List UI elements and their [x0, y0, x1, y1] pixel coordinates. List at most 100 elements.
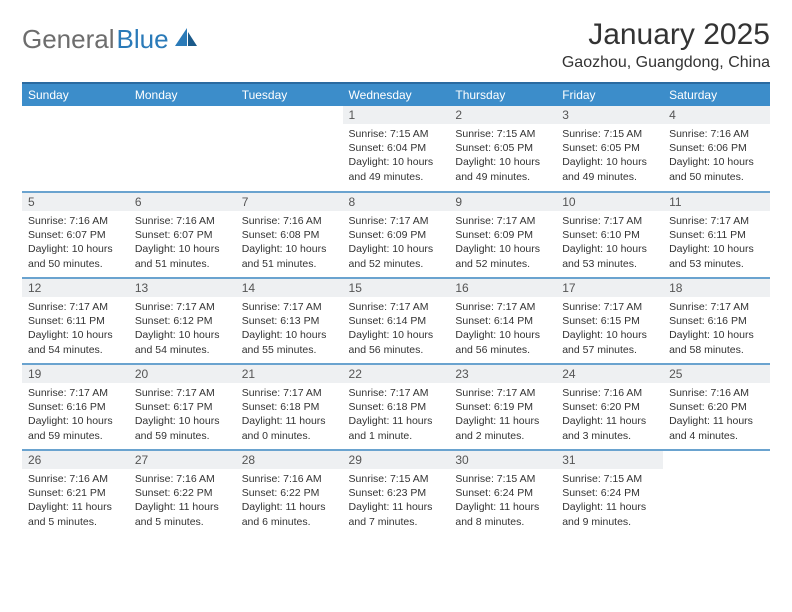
sunrise-line: Sunrise: 7:15 AM [349, 127, 444, 141]
sunset-line: Sunset: 6:11 PM [28, 314, 123, 328]
cell-body: Sunrise: 7:16 AMSunset: 6:20 PMDaylight:… [663, 383, 770, 447]
cell-body: Sunrise: 7:16 AMSunset: 6:07 PMDaylight:… [129, 211, 236, 275]
daylight-line: Daylight: 10 hours and 50 minutes. [669, 155, 764, 183]
sunset-line: Sunset: 6:09 PM [349, 228, 444, 242]
day-number: 10 [556, 193, 663, 211]
sunset-line: Sunset: 6:08 PM [242, 228, 337, 242]
calendar-cell [663, 450, 770, 536]
calendar-cell: 23Sunrise: 7:17 AMSunset: 6:19 PMDayligh… [449, 364, 556, 450]
weekday-header: Saturday [663, 83, 770, 106]
day-number [22, 106, 129, 124]
calendar-cell: 3Sunrise: 7:15 AMSunset: 6:05 PMDaylight… [556, 106, 663, 192]
calendar-cell: 24Sunrise: 7:16 AMSunset: 6:20 PMDayligh… [556, 364, 663, 450]
day-number: 8 [343, 193, 450, 211]
sunset-line: Sunset: 6:07 PM [135, 228, 230, 242]
calendar-cell: 2Sunrise: 7:15 AMSunset: 6:05 PMDaylight… [449, 106, 556, 192]
day-number: 15 [343, 279, 450, 297]
location-subtitle: Gaozhou, Guangdong, China [562, 54, 770, 72]
daylight-line: Daylight: 10 hours and 53 minutes. [562, 242, 657, 270]
day-number: 27 [129, 451, 236, 469]
sunrise-line: Sunrise: 7:16 AM [242, 472, 337, 486]
day-number: 7 [236, 193, 343, 211]
day-number: 4 [663, 106, 770, 124]
day-number: 29 [343, 451, 450, 469]
cell-body: Sunrise: 7:17 AMSunset: 6:19 PMDaylight:… [449, 383, 556, 447]
sunrise-line: Sunrise: 7:15 AM [562, 472, 657, 486]
sunrise-line: Sunrise: 7:15 AM [455, 127, 550, 141]
calendar-week-row: 19Sunrise: 7:17 AMSunset: 6:16 PMDayligh… [22, 364, 770, 450]
daylight-line: Daylight: 10 hours and 49 minutes. [562, 155, 657, 183]
calendar-week-row: 5Sunrise: 7:16 AMSunset: 6:07 PMDaylight… [22, 192, 770, 278]
daylight-line: Daylight: 10 hours and 54 minutes. [135, 328, 230, 356]
calendar-cell: 15Sunrise: 7:17 AMSunset: 6:14 PMDayligh… [343, 278, 450, 364]
sunset-line: Sunset: 6:11 PM [669, 228, 764, 242]
sunset-line: Sunset: 6:14 PM [349, 314, 444, 328]
day-number: 19 [22, 365, 129, 383]
sunrise-line: Sunrise: 7:16 AM [135, 214, 230, 228]
sunrise-line: Sunrise: 7:16 AM [28, 472, 123, 486]
calendar-table: SundayMondayTuesdayWednesdayThursdayFrid… [22, 82, 770, 536]
cell-body: Sunrise: 7:17 AMSunset: 6:11 PMDaylight:… [663, 211, 770, 275]
day-number: 3 [556, 106, 663, 124]
daylight-line: Daylight: 11 hours and 3 minutes. [562, 414, 657, 442]
sunrise-line: Sunrise: 7:17 AM [669, 214, 764, 228]
sunset-line: Sunset: 6:07 PM [28, 228, 123, 242]
day-number: 14 [236, 279, 343, 297]
day-number: 22 [343, 365, 450, 383]
sunrise-line: Sunrise: 7:17 AM [455, 300, 550, 314]
sunrise-line: Sunrise: 7:17 AM [349, 386, 444, 400]
calendar-cell: 19Sunrise: 7:17 AMSunset: 6:16 PMDayligh… [22, 364, 129, 450]
sunset-line: Sunset: 6:19 PM [455, 400, 550, 414]
day-number: 1 [343, 106, 450, 124]
sunset-line: Sunset: 6:24 PM [455, 486, 550, 500]
calendar-cell: 13Sunrise: 7:17 AMSunset: 6:12 PMDayligh… [129, 278, 236, 364]
calendar-cell: 12Sunrise: 7:17 AMSunset: 6:11 PMDayligh… [22, 278, 129, 364]
cell-body: Sunrise: 7:15 AMSunset: 6:04 PMDaylight:… [343, 124, 450, 188]
cell-body: Sunrise: 7:16 AMSunset: 6:22 PMDaylight:… [129, 469, 236, 533]
brand-name-gray: General [22, 24, 115, 55]
daylight-line: Daylight: 11 hours and 5 minutes. [135, 500, 230, 528]
daylight-line: Daylight: 10 hours and 57 minutes. [562, 328, 657, 356]
sunset-line: Sunset: 6:06 PM [669, 141, 764, 155]
sunset-line: Sunset: 6:14 PM [455, 314, 550, 328]
cell-body: Sunrise: 7:16 AMSunset: 6:07 PMDaylight:… [22, 211, 129, 275]
day-number: 17 [556, 279, 663, 297]
cell-body: Sunrise: 7:17 AMSunset: 6:18 PMDaylight:… [343, 383, 450, 447]
weekday-header: Monday [129, 83, 236, 106]
weekday-header: Tuesday [236, 83, 343, 106]
day-number: 2 [449, 106, 556, 124]
day-number [663, 451, 770, 469]
sunrise-line: Sunrise: 7:17 AM [28, 300, 123, 314]
daylight-line: Daylight: 10 hours and 53 minutes. [669, 242, 764, 270]
daylight-line: Daylight: 10 hours and 58 minutes. [669, 328, 764, 356]
daylight-line: Daylight: 10 hours and 50 minutes. [28, 242, 123, 270]
sunrise-line: Sunrise: 7:17 AM [669, 300, 764, 314]
daylight-line: Daylight: 10 hours and 51 minutes. [135, 242, 230, 270]
daylight-line: Daylight: 11 hours and 8 minutes. [455, 500, 550, 528]
day-number: 30 [449, 451, 556, 469]
calendar-cell: 11Sunrise: 7:17 AMSunset: 6:11 PMDayligh… [663, 192, 770, 278]
sunset-line: Sunset: 6:13 PM [242, 314, 337, 328]
daylight-line: Daylight: 11 hours and 6 minutes. [242, 500, 337, 528]
sunset-line: Sunset: 6:23 PM [349, 486, 444, 500]
daylight-line: Daylight: 11 hours and 7 minutes. [349, 500, 444, 528]
cell-body: Sunrise: 7:15 AMSunset: 6:05 PMDaylight:… [449, 124, 556, 188]
calendar-cell: 25Sunrise: 7:16 AMSunset: 6:20 PMDayligh… [663, 364, 770, 450]
calendar-cell: 9Sunrise: 7:17 AMSunset: 6:09 PMDaylight… [449, 192, 556, 278]
sunset-line: Sunset: 6:05 PM [455, 141, 550, 155]
sunset-line: Sunset: 6:24 PM [562, 486, 657, 500]
sunset-line: Sunset: 6:12 PM [135, 314, 230, 328]
day-number [236, 106, 343, 124]
calendar-cell: 8Sunrise: 7:17 AMSunset: 6:09 PMDaylight… [343, 192, 450, 278]
sunrise-line: Sunrise: 7:16 AM [28, 214, 123, 228]
day-number: 11 [663, 193, 770, 211]
daylight-line: Daylight: 10 hours and 52 minutes. [455, 242, 550, 270]
calendar-cell: 27Sunrise: 7:16 AMSunset: 6:22 PMDayligh… [129, 450, 236, 536]
cell-body: Sunrise: 7:17 AMSunset: 6:16 PMDaylight:… [22, 383, 129, 447]
calendar-cell: 6Sunrise: 7:16 AMSunset: 6:07 PMDaylight… [129, 192, 236, 278]
calendar-cell: 31Sunrise: 7:15 AMSunset: 6:24 PMDayligh… [556, 450, 663, 536]
daylight-line: Daylight: 11 hours and 1 minute. [349, 414, 444, 442]
calendar-body: 1Sunrise: 7:15 AMSunset: 6:04 PMDaylight… [22, 106, 770, 536]
cell-body: Sunrise: 7:17 AMSunset: 6:14 PMDaylight:… [343, 297, 450, 361]
day-number: 20 [129, 365, 236, 383]
